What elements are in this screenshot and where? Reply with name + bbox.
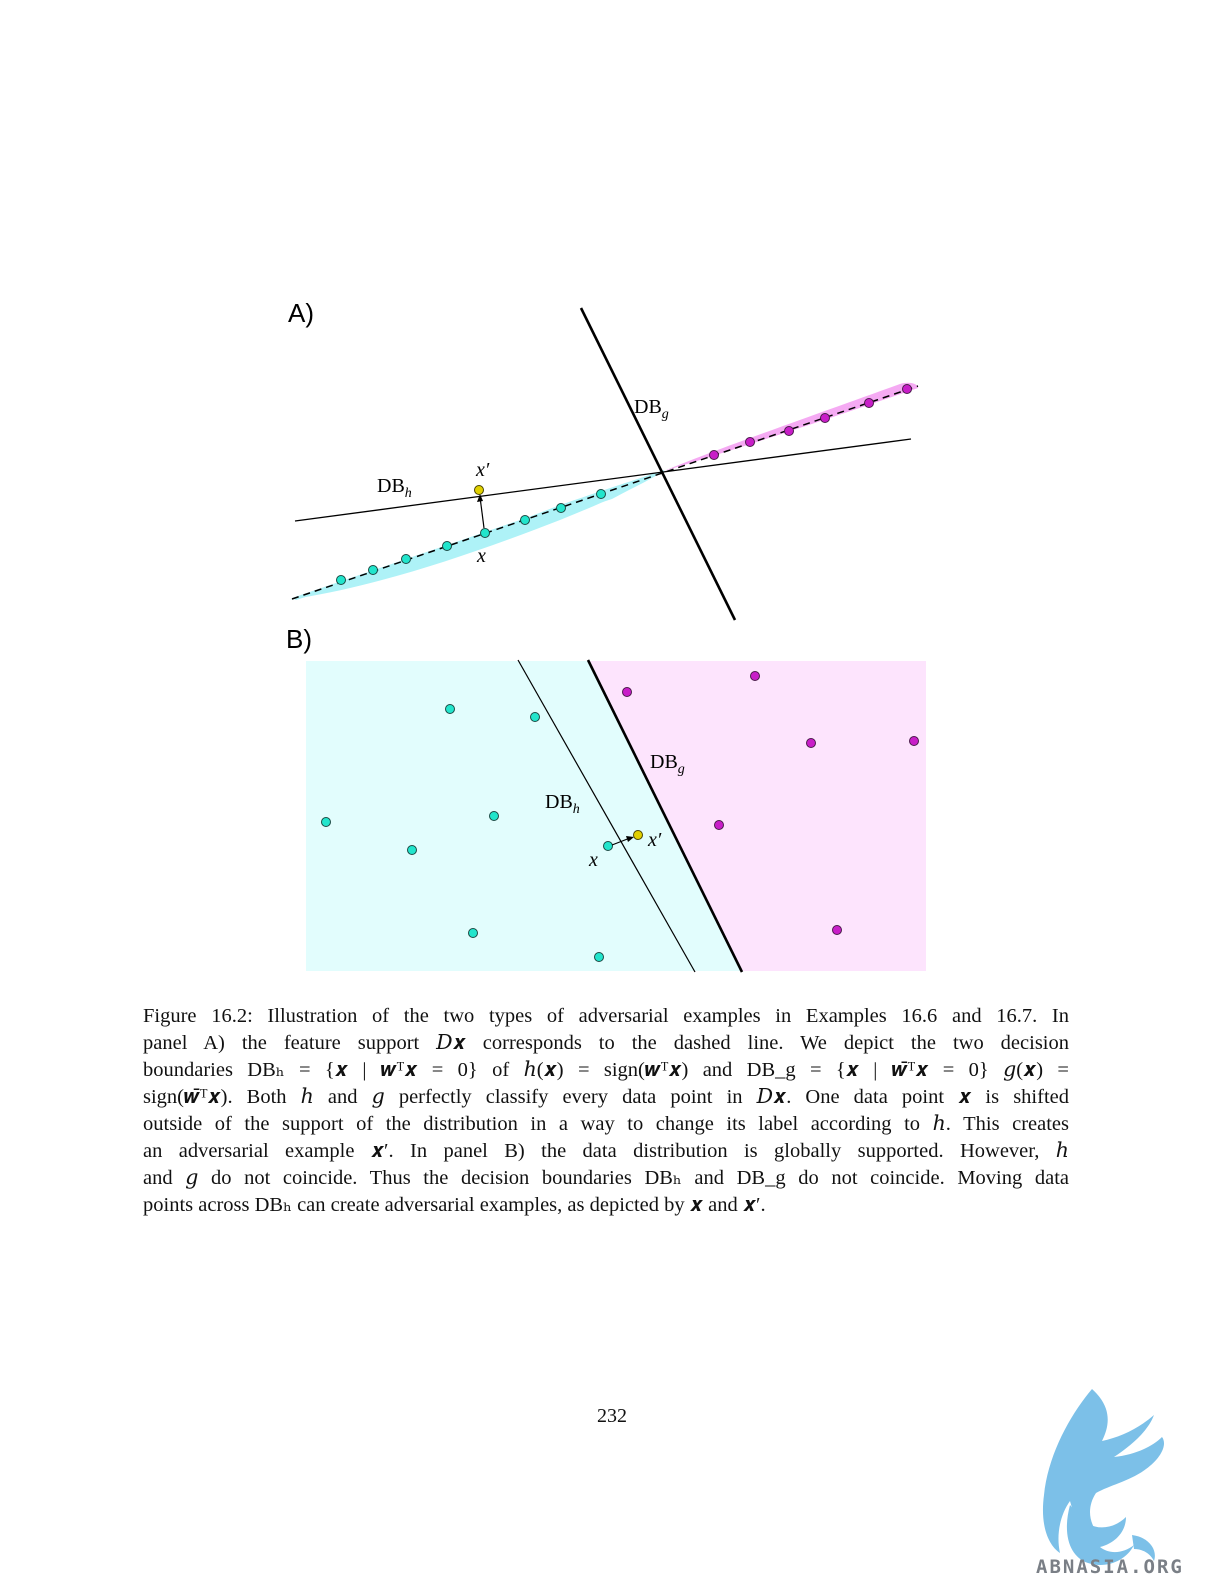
class-g-points-a bbox=[709, 384, 912, 460]
point-h bbox=[489, 811, 499, 821]
db-h-line-b bbox=[517, 659, 696, 973]
panel-b-label: B) bbox=[286, 624, 312, 654]
point-h bbox=[407, 845, 417, 855]
point-h bbox=[401, 554, 411, 564]
caption-line: Figure 16.2: Illustration of the two typ… bbox=[143, 1005, 1069, 1027]
x-label-a: x bbox=[476, 545, 486, 567]
point-g bbox=[832, 925, 842, 935]
point-h bbox=[520, 515, 530, 525]
point-g bbox=[784, 426, 794, 436]
point-g bbox=[709, 450, 719, 460]
point-xprime-a bbox=[474, 485, 484, 495]
point-g bbox=[750, 671, 760, 681]
class-g-points-b bbox=[622, 671, 919, 935]
point-g bbox=[714, 820, 724, 830]
xprime-label-b: x′ bbox=[647, 829, 662, 851]
class-h-points-a bbox=[336, 489, 606, 585]
db-g-line-a bbox=[579, 307, 737, 621]
point-h bbox=[556, 503, 566, 513]
shift-arrow-b bbox=[611, 837, 631, 846]
xprime-label-a: x′ bbox=[475, 459, 490, 481]
point-g bbox=[622, 687, 632, 697]
caption-line: outside of the support of the distributi… bbox=[143, 1113, 1069, 1135]
db-g-label-b: DBg bbox=[650, 751, 685, 777]
point-g bbox=[864, 398, 874, 408]
page-number: 232 bbox=[597, 1405, 627, 1427]
class-h-points-b bbox=[321, 704, 613, 962]
region-g bbox=[588, 661, 926, 971]
point-h bbox=[445, 704, 455, 714]
point-x-b bbox=[603, 841, 613, 851]
figure-16-2: DBg DBh x′ x DBg bbox=[290, 307, 926, 973]
caption-line: an adversarial example 𝒙′. In panel B) t… bbox=[143, 1140, 1069, 1162]
griffin-logo-icon bbox=[1042, 1389, 1165, 1565]
point-g bbox=[820, 413, 830, 423]
db-h-label-a: DBh bbox=[377, 475, 412, 501]
watermark-text: ABNASIA.ORG bbox=[1036, 1556, 1184, 1578]
point-h bbox=[321, 817, 331, 827]
band-h-shape-wide bbox=[300, 471, 664, 598]
db-h-label-b: DBh bbox=[545, 791, 580, 817]
x-label-b: x bbox=[588, 849, 598, 871]
point-x-a bbox=[480, 528, 490, 538]
point-h bbox=[468, 928, 478, 938]
panel-b: DBg DBh x′ x bbox=[306, 659, 926, 973]
caption-line: sign(𝒘̄ᵀ𝒙). Both ℎ and 𝑔 perfectly class… bbox=[143, 1086, 1069, 1108]
panel-a: DBg DBh x′ x bbox=[290, 307, 919, 621]
db-h-line-a bbox=[294, 438, 912, 522]
caption-line: and 𝑔 do not coincide. Thus the decision… bbox=[143, 1167, 1069, 1189]
figure-caption: Figure 16.2: Illustration of the two typ… bbox=[143, 1003, 1069, 1219]
point-g bbox=[902, 384, 912, 394]
caption-line: boundaries DBₕ = {𝒙 | 𝒘ᵀ𝒙 = 0} of ℎ(𝒙) =… bbox=[143, 1059, 1069, 1081]
point-xprime-b bbox=[633, 830, 643, 840]
shift-arrowhead-a bbox=[477, 494, 483, 502]
region-h bbox=[306, 661, 742, 971]
shift-arrowhead-b bbox=[626, 836, 634, 842]
caption-line: panel A) the feature support 𝐷𝒙 correspo… bbox=[143, 1032, 1069, 1054]
point-h bbox=[594, 952, 604, 962]
point-h bbox=[530, 712, 540, 722]
point-h bbox=[336, 575, 346, 585]
db-g-line-b bbox=[586, 659, 744, 973]
caption-line: points across DBₕ can create adversarial… bbox=[143, 1194, 766, 1216]
db-g-label-a: DBg bbox=[634, 396, 669, 422]
point-h bbox=[596, 489, 606, 499]
panel-a-label: A) bbox=[288, 298, 314, 328]
point-h bbox=[442, 541, 452, 551]
point-h bbox=[368, 565, 378, 575]
point-g bbox=[806, 738, 816, 748]
point-g bbox=[745, 437, 755, 447]
shift-arrow-a bbox=[479, 496, 485, 529]
point-g bbox=[909, 736, 919, 746]
